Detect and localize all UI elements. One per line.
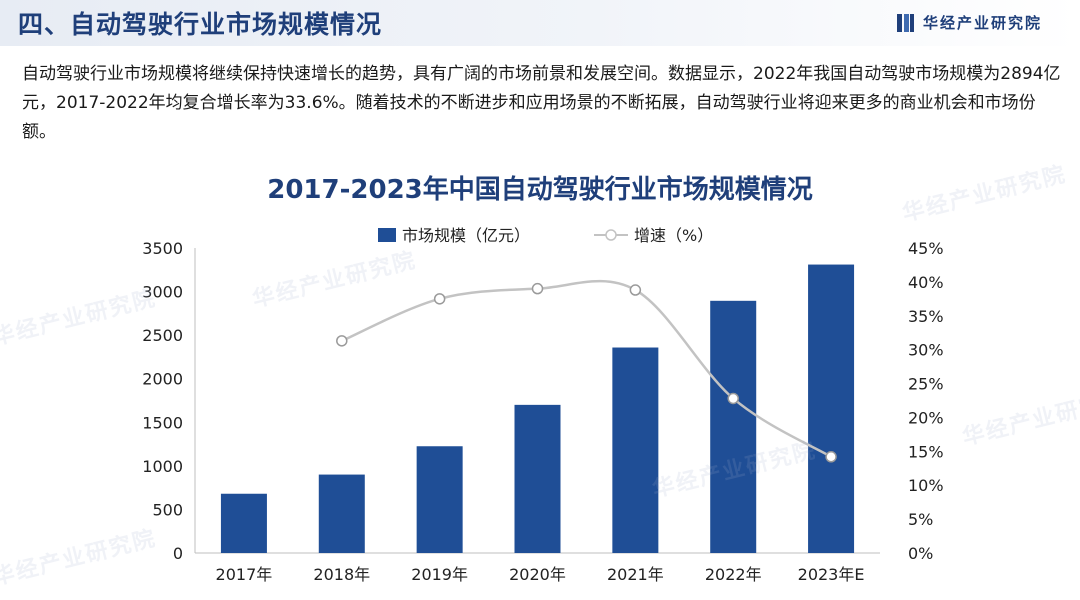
bar xyxy=(808,264,855,553)
y-left-tick-label: 3500 xyxy=(142,239,183,258)
y-right-tick-label: 25% xyxy=(908,375,944,394)
growth-line xyxy=(341,279,832,458)
x-tick-label: 2017年 xyxy=(216,565,273,584)
y-left-tick-label: 2000 xyxy=(142,370,183,389)
bar xyxy=(318,474,365,553)
legend-label-line: 增速（%） xyxy=(634,226,713,245)
growth-point xyxy=(336,335,348,347)
y-right-tick-label: 10% xyxy=(908,476,944,495)
brand-logo-icon xyxy=(896,13,915,32)
y-right-tick-label: 35% xyxy=(908,307,944,326)
x-tick-label: 2022年 xyxy=(705,565,762,584)
growth-point xyxy=(433,293,446,305)
y-right-tick-label: 20% xyxy=(908,408,944,427)
y-right-tick-label: 5% xyxy=(908,510,933,529)
y-left-tick-label: 3000 xyxy=(142,283,183,302)
section-title: 四、自动驾驶行业市场规模情况 xyxy=(18,10,383,39)
legend-label-bar: 市场规模（亿元） xyxy=(402,226,530,245)
y-left-tick-label: 0 xyxy=(173,544,183,563)
x-tick-label: 2021年 xyxy=(607,565,664,584)
y-right-tick-label: 40% xyxy=(908,273,944,292)
growth-point xyxy=(629,284,642,296)
legend-swatch-bar xyxy=(378,228,396,242)
brand-name: 华经产业研究院 xyxy=(922,14,1042,32)
brand: 华经产业研究院 xyxy=(896,12,1042,33)
y-left-tick-label: 500 xyxy=(152,500,183,519)
x-tick-label: 2023年E xyxy=(798,565,865,584)
growth-point xyxy=(825,451,837,463)
y-right-tick-label: 45% xyxy=(908,239,944,258)
bar xyxy=(612,347,659,553)
y-left-tick-label: 1000 xyxy=(142,457,183,476)
bar xyxy=(710,300,757,553)
bar xyxy=(220,493,267,553)
growth-point xyxy=(727,392,739,405)
x-tick-label: 2019年 xyxy=(411,565,468,584)
x-tick-label: 2020年 xyxy=(509,565,566,584)
intro-paragraph: 自动驾驶行业市场规模将继续保持快速增长的趋势，具有广阔的市场前景和发展空间。数据… xyxy=(22,64,1061,142)
header-bar: 四、自动驾驶行业市场规模情况 华经产业研究院 xyxy=(0,0,1080,46)
y-left-tick-label: 2500 xyxy=(142,326,183,345)
bar xyxy=(514,404,561,553)
legend-marker-line xyxy=(605,229,617,241)
chart-title: 2017-2023年中国自动驾驶行业市场规模情况 xyxy=(267,174,813,205)
bar xyxy=(416,446,463,553)
y-right-tick-label: 0% xyxy=(908,544,933,563)
growth-point xyxy=(531,282,544,295)
x-tick-label: 2018年 xyxy=(313,565,370,584)
y-right-tick-label: 30% xyxy=(908,341,944,360)
y-left-tick-label: 1500 xyxy=(142,413,183,432)
y-right-tick-label: 15% xyxy=(908,442,944,461)
